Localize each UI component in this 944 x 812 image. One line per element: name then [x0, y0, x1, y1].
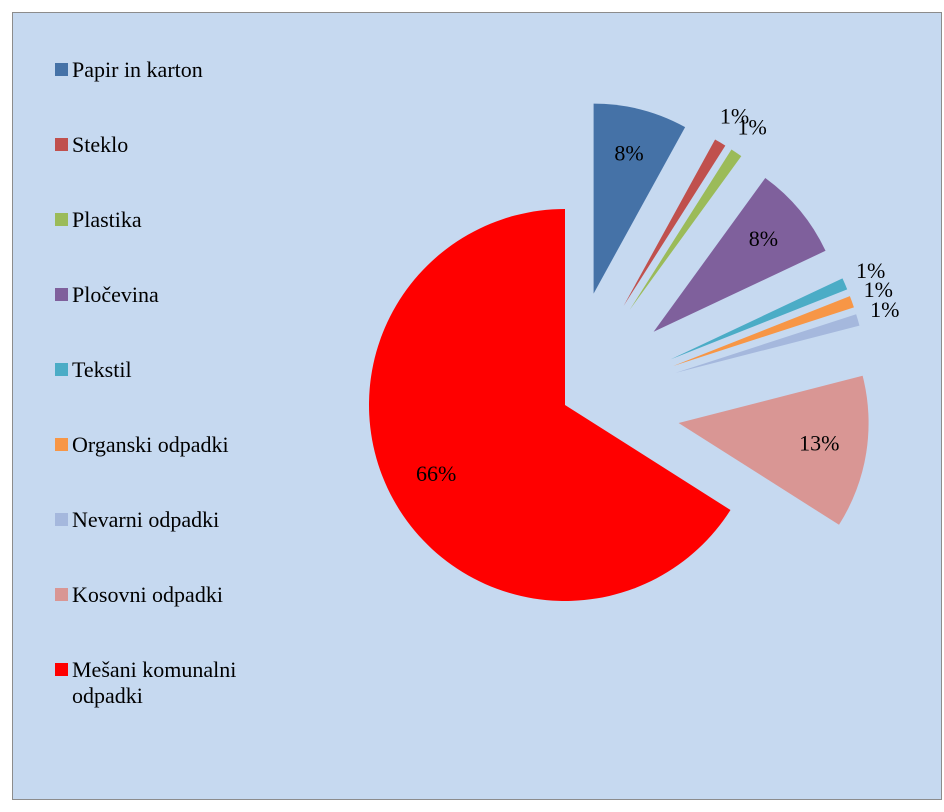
legend-label: Kosovni odpadki: [72, 582, 223, 607]
legend-swatch: [55, 213, 68, 226]
legend-label: Mešani komunalni odpadki: [72, 657, 237, 708]
legend-swatch: [55, 513, 68, 526]
legend-swatch: [55, 588, 68, 601]
data-label: 8%: [749, 226, 778, 251]
legend-item: Mešani komunalni odpadki: [55, 657, 270, 709]
legend-swatch: [55, 363, 68, 376]
legend-swatch: [55, 663, 68, 676]
data-label: 13%: [799, 430, 839, 455]
pie-slice: [675, 314, 860, 373]
legend-label: Steklo: [72, 132, 129, 157]
data-label: 8%: [614, 141, 643, 166]
legend-item: Plastika: [55, 207, 270, 233]
pie-slice: [629, 149, 742, 310]
data-label: 1%: [738, 115, 767, 140]
data-label: 1%: [856, 258, 885, 283]
legend-label: Plastika: [72, 207, 142, 232]
legend-swatch: [55, 63, 68, 76]
pie-slice: [673, 296, 854, 367]
data-label: 1%: [720, 103, 749, 128]
legend-swatch: [55, 438, 68, 451]
legend-swatch: [55, 138, 68, 151]
data-label: 1%: [870, 297, 899, 322]
legend-item: Nevarni odpadki: [55, 507, 270, 533]
legend-label: Pločevina: [72, 282, 159, 307]
pie-slice: [678, 375, 869, 525]
legend-item: Organski odpadki: [55, 432, 270, 458]
pie-slice: [670, 278, 848, 360]
pie-slice: [653, 177, 826, 332]
legend-item: Steklo: [55, 132, 270, 158]
legend-item: Pločevina: [55, 282, 270, 308]
pie-slice: [593, 103, 686, 294]
legend-item: Tekstil: [55, 357, 270, 383]
legend-label: Tekstil: [72, 357, 132, 382]
legend-label: Nevarni odpadki: [72, 507, 220, 532]
pie-slice: [623, 139, 726, 307]
data-label: 66%: [416, 461, 456, 486]
legend-label: Organski odpadki: [72, 432, 229, 457]
legend-item: Kosovni odpadki: [55, 582, 270, 608]
legend-item: Papir in karton: [55, 57, 270, 83]
legend-label: Papir in karton: [72, 57, 203, 82]
legend-swatch: [55, 288, 68, 301]
data-label: 1%: [864, 277, 893, 302]
pie-slice: [369, 209, 731, 602]
